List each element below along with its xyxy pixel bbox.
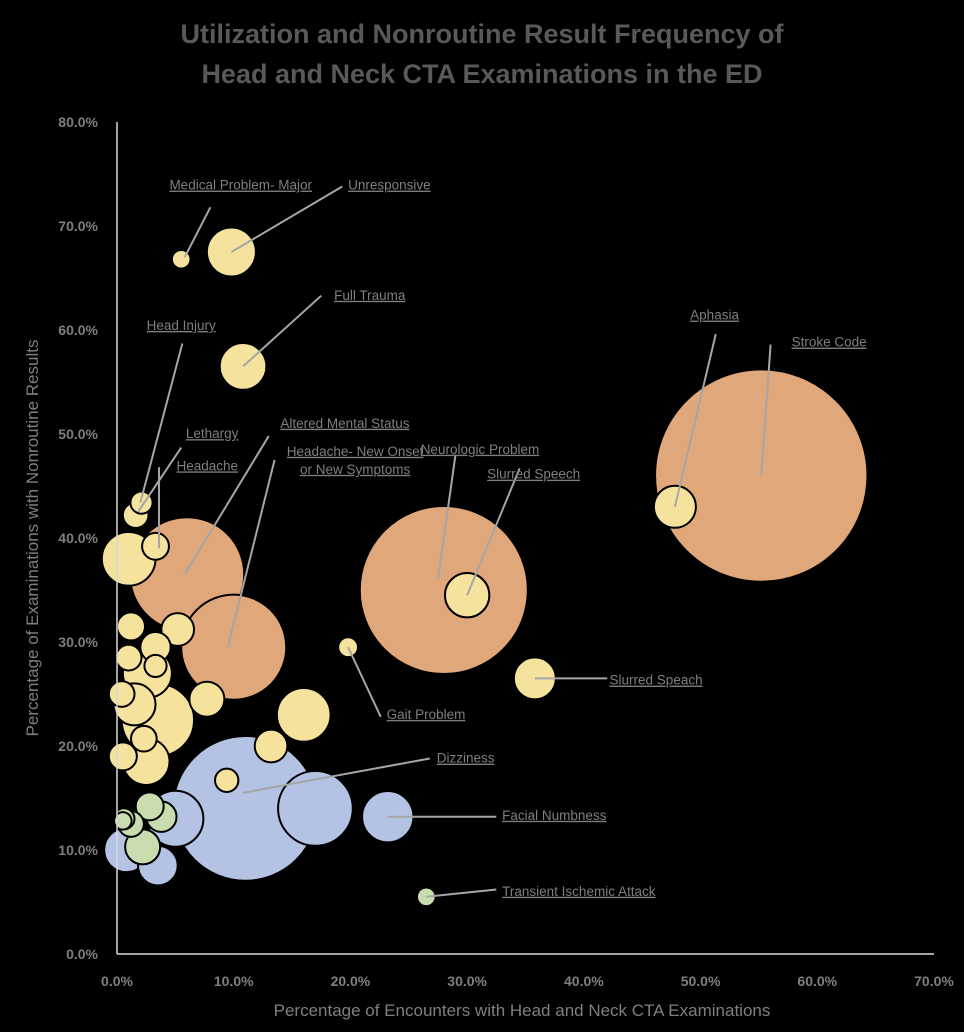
axes: 0.0% 10.0% 20.0% 30.0% 40.0% 50.0% 60.0% 70.0% 0… bbox=[58, 114, 954, 989]
bubble-label-15: Dizziness bbox=[437, 751, 495, 766]
bubble-label-1: Medical Problem- Major bbox=[169, 178, 312, 193]
leader-line-3 bbox=[242, 294, 322, 368]
bubble-label-9: Neurologic Problem bbox=[421, 442, 540, 457]
chart-title-line-2: Head and Neck CTA Examinations in the ED bbox=[201, 59, 763, 89]
bubble-31 bbox=[160, 612, 196, 647]
bubble-label-8-line-2: or New Symptoms bbox=[300, 462, 411, 477]
y-tick-label: 30.0% bbox=[58, 634, 98, 650]
x-tick-label: 60.0% bbox=[797, 973, 837, 989]
leader-lines bbox=[137, 185, 772, 898]
bubble-35 bbox=[143, 653, 168, 679]
bubble-label-11: Aphasia bbox=[690, 308, 739, 323]
bubble-series bbox=[100, 226, 869, 908]
y-tick-label: 0.0% bbox=[66, 946, 98, 962]
x-tick-label: 50.0% bbox=[681, 973, 721, 989]
bubble-24 bbox=[134, 791, 165, 822]
bubble-6 bbox=[277, 770, 354, 847]
bubble-label-7: Altered Mental Status bbox=[280, 416, 409, 431]
leader-line-11 bbox=[673, 333, 717, 508]
bubble-label-5: Lethargy bbox=[186, 426, 239, 441]
bubble-label-13: Slurred Speach bbox=[610, 673, 703, 688]
bubble-38 bbox=[130, 724, 158, 753]
bubble-label-8-line-1: Headache- New Onset bbox=[287, 444, 424, 459]
leader-line-17 bbox=[426, 888, 497, 898]
bubble-label-4: Head Injury bbox=[147, 318, 216, 333]
leader-line-15 bbox=[242, 757, 430, 794]
bubble-29 bbox=[188, 680, 226, 718]
bubble-label-2: Unresponsive bbox=[348, 178, 431, 193]
x-tick-label: 30.0% bbox=[447, 973, 487, 989]
leader-line-8 bbox=[226, 459, 276, 648]
y-tick-label: 80.0% bbox=[58, 114, 98, 130]
leader-line-10 bbox=[466, 467, 521, 596]
x-axis-title: Percentage of Encounters with Head and N… bbox=[274, 1001, 771, 1020]
bubble-37 bbox=[107, 741, 138, 772]
bubble-43 bbox=[214, 767, 240, 793]
x-tick-label: 20.0% bbox=[331, 973, 371, 989]
leader-line-2 bbox=[230, 185, 343, 253]
x-tick-label: 40.0% bbox=[564, 973, 604, 989]
bubble-label-16: Facial Numbness bbox=[502, 808, 607, 823]
bubble-33 bbox=[115, 611, 147, 642]
bubble-label-3: Full Trauma bbox=[334, 288, 406, 303]
x-tick-label: 70.0% bbox=[914, 973, 954, 989]
bubble-labels: Medical Problem- Major Unresponsive Full T… bbox=[147, 178, 867, 899]
y-tick-label: 50.0% bbox=[58, 426, 98, 442]
bubble-label-12: Stroke Code bbox=[792, 335, 867, 350]
bubble-5 bbox=[180, 593, 288, 701]
bubble-label-10: Slurred Speech bbox=[487, 467, 580, 482]
bubble-36 bbox=[107, 680, 136, 708]
y-tick-label: 60.0% bbox=[58, 322, 98, 338]
leader-line-1 bbox=[183, 206, 212, 258]
y-tick-label: 40.0% bbox=[58, 530, 98, 546]
bubble-label-17: Transient Ischemic Attack bbox=[502, 884, 656, 899]
bubble-34 bbox=[114, 643, 143, 672]
bubble-30 bbox=[253, 728, 289, 764]
leader-line-4 bbox=[139, 343, 184, 503]
y-tick-label: 70.0% bbox=[58, 218, 98, 234]
leader-line-12 bbox=[760, 344, 772, 476]
leader-line-9 bbox=[436, 454, 457, 580]
bubble-11 bbox=[275, 686, 332, 743]
bubble-27 bbox=[113, 811, 133, 831]
bubble-label-6: Headache bbox=[177, 458, 239, 473]
y-tick-label: 20.0% bbox=[58, 738, 98, 754]
y-axis-title: Percentage of Examinations with Nonrouti… bbox=[23, 340, 42, 737]
bubble-label-14: Gait Problem bbox=[387, 707, 466, 722]
x-tick-label: 0.0% bbox=[101, 973, 133, 989]
bubble-1 bbox=[654, 368, 869, 583]
chart-title-line-1: Utilization and Nonroutine Result Freque… bbox=[180, 19, 784, 49]
x-tick-label: 10.0% bbox=[214, 973, 254, 989]
leader-line-14 bbox=[347, 646, 382, 718]
y-tick-label: 10.0% bbox=[58, 842, 98, 858]
leader-line-7 bbox=[183, 435, 270, 575]
bubble-41 bbox=[141, 531, 170, 561]
